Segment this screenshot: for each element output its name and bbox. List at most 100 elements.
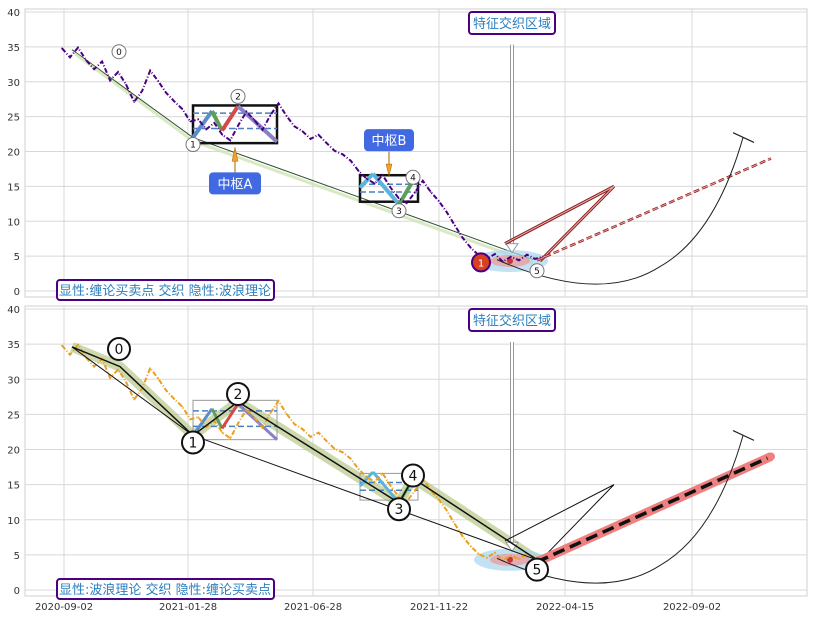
price-point	[117, 368, 119, 371]
y-tick-label: 40	[7, 305, 20, 316]
price-point	[253, 417, 256, 419]
price-point	[446, 509, 448, 512]
footer-box	[56, 279, 275, 301]
price-point	[125, 83, 127, 86]
wave-label-circle	[107, 337, 131, 362]
price-point	[430, 191, 432, 193]
price-point	[77, 46, 79, 49]
price-point	[397, 495, 400, 498]
price-point	[157, 377, 159, 380]
wave-label-text: 0	[115, 342, 124, 358]
projection-thin	[504, 484, 615, 561]
price-point	[245, 110, 248, 113]
price-point	[518, 558, 520, 560]
wave-label-text: 3	[395, 502, 404, 518]
zone-arrow-head	[505, 243, 519, 254]
zigzag-stroke	[220, 403, 240, 430]
price-point	[285, 115, 288, 117]
y-tick-label: 30	[7, 78, 20, 89]
zone-title: 特征交织区域	[473, 313, 551, 329]
zigzag-stroke	[371, 172, 401, 206]
y-tick-label: 5	[14, 252, 20, 263]
price-point	[157, 80, 159, 82]
price-point	[125, 381, 127, 383]
zhongshu-b-label: 中枢B	[372, 134, 407, 149]
price-point	[373, 481, 376, 483]
price-point	[197, 416, 200, 419]
price-point	[141, 90, 143, 92]
price-point	[494, 253, 496, 255]
price-point	[237, 124, 240, 126]
price-point	[325, 440, 328, 442]
zone-dot	[507, 556, 513, 563]
price-point	[381, 174, 384, 176]
y-tick-label: 25	[7, 113, 20, 124]
footer-box	[56, 578, 275, 600]
price-point	[389, 187, 392, 189]
zone-title-box	[468, 308, 556, 332]
price-point	[357, 468, 360, 471]
price-point	[173, 398, 175, 400]
price-point	[470, 545, 472, 548]
price-point	[293, 125, 296, 128]
y-tick-label: 30	[7, 375, 20, 386]
price-point	[181, 405, 184, 408]
y-tick-label: 10	[7, 217, 20, 228]
y-tick-label: 5	[14, 551, 20, 562]
price-point	[413, 490, 416, 492]
price-point	[109, 377, 111, 379]
price-point	[69, 353, 71, 356]
price-point	[349, 457, 352, 460]
x-tick-label: 2021-01-28	[159, 602, 217, 613]
y-tick-label: 0	[14, 287, 20, 298]
arc-cap	[732, 429, 755, 441]
price-point	[237, 422, 240, 424]
zigzag-stroke	[210, 408, 224, 430]
y-tick-label: 20	[7, 148, 20, 159]
price-point	[413, 191, 416, 194]
wave-label-circle	[111, 44, 127, 60]
price-point	[438, 498, 440, 501]
price-point	[341, 451, 344, 454]
x-tick-label: 2021-06-28	[284, 602, 342, 613]
y-tick-label: 35	[7, 43, 20, 54]
price-point	[333, 448, 336, 450]
price-point	[349, 159, 352, 162]
wave-label-text: 0	[116, 48, 122, 58]
price-point	[253, 119, 256, 121]
price-point	[133, 398, 135, 401]
projection-end	[767, 452, 775, 461]
price-point	[69, 56, 71, 59]
y-tick-label: 25	[7, 410, 20, 421]
zigzag-stroke	[220, 105, 240, 132]
price-point	[93, 365, 95, 368]
price-point	[510, 255, 512, 258]
wave-label-circle	[391, 203, 407, 219]
price-point	[301, 130, 304, 133]
price-point	[61, 47, 63, 50]
projection-arc	[496, 435, 744, 584]
price-point	[269, 412, 272, 414]
wave-label-text: 5	[533, 563, 542, 579]
price-point	[389, 485, 392, 487]
zigzag-stroke	[371, 471, 401, 504]
zigzag-stroke	[358, 470, 375, 488]
wave-label-text: 3	[396, 207, 402, 217]
price-point	[109, 79, 111, 82]
price-point	[261, 129, 264, 131]
x-tick-label: 2020-09-02	[35, 602, 93, 613]
price-point	[149, 367, 151, 369]
zigzag-stroke	[397, 179, 415, 206]
price-point	[93, 68, 95, 70]
x-tick-label: 2022-04-15	[536, 602, 594, 613]
wave-label-circle	[185, 137, 201, 153]
zhongshu-b-label-box	[364, 129, 414, 152]
x-tick-label: 2022-09-02	[663, 602, 721, 613]
wave-label-text: 4	[410, 173, 416, 183]
projection-dashed-inner	[536, 158, 772, 261]
price-point	[317, 134, 320, 136]
footer-label: 显性:波浪理论 交织 隐性:缠论买卖点	[59, 582, 271, 598]
y-tick-label: 10	[7, 516, 20, 527]
price-point	[197, 118, 200, 121]
price-point	[301, 428, 304, 430]
